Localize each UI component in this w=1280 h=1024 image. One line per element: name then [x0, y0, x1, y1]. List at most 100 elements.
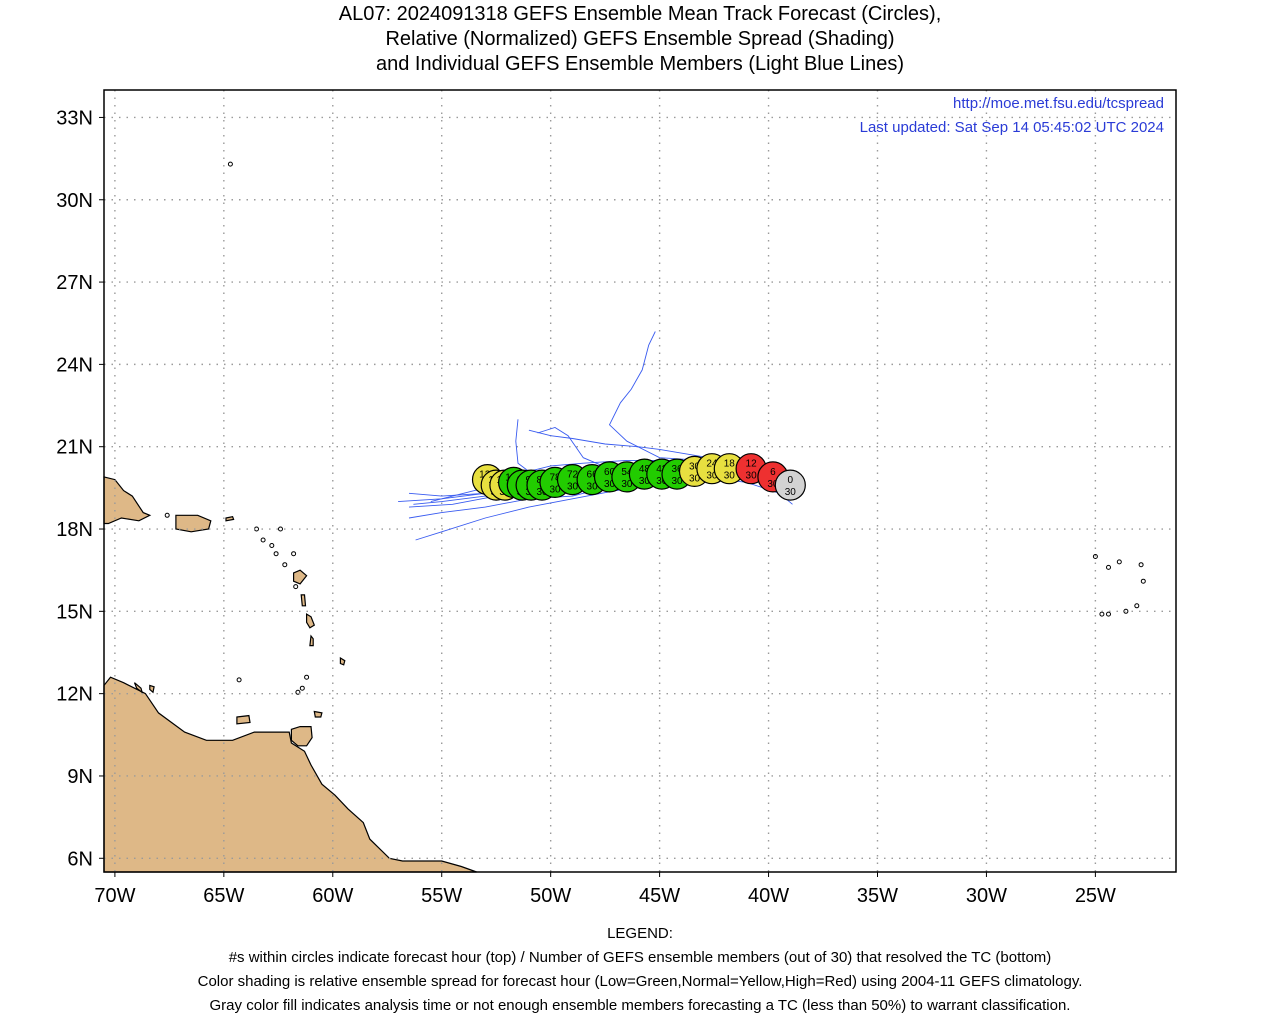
member-count-label: 30 — [639, 476, 651, 487]
member-count-label: 30 — [621, 479, 633, 490]
title-line-2: Relative (Normalized) GEFS Ensemble Spre… — [385, 28, 895, 50]
small-island — [304, 674, 310, 680]
small-island — [293, 584, 299, 590]
barbados-land — [339, 656, 346, 666]
member-count-label: 30 — [724, 471, 736, 482]
virgin-islands-land — [225, 516, 235, 522]
map-frame — [103, 89, 1177, 873]
forecast-circle-0: 030 — [774, 469, 806, 501]
title-line-3: and Individual GEFS Ensemble Members (Li… — [375, 53, 905, 75]
lon-tick-label: 35W — [857, 885, 898, 907]
member-count-label: 30 — [587, 482, 599, 493]
tobago-land — [313, 710, 323, 718]
lat-tick-label: 33N — [56, 107, 93, 129]
lon-tick-label: 45W — [639, 885, 680, 907]
forecast-hour-label: 60 — [604, 467, 616, 478]
forecast-hour-label: 0 — [788, 475, 794, 486]
south-america-land — [103, 676, 477, 873]
lon-tick-label: 55W — [421, 885, 462, 907]
small-island — [227, 161, 233, 167]
legend-line-1: #s within circles indicate forecast hour… — [228, 949, 1052, 966]
member-count-label: 30 — [549, 484, 561, 495]
member-count-label: 30 — [656, 476, 668, 487]
member-count-label: 30 — [567, 482, 579, 493]
small-island — [1116, 559, 1122, 565]
lat-tick-label: 24N — [56, 354, 93, 376]
forecast-hour-label: 72 — [567, 470, 579, 481]
forecast-hour-label: 48 — [639, 464, 651, 475]
small-island — [1138, 562, 1144, 568]
dominica-land — [300, 594, 307, 607]
small-island — [1134, 603, 1140, 609]
lat-tick-label: 6N — [67, 848, 93, 870]
small-island — [260, 537, 266, 543]
lat-tick-label: 9N — [67, 766, 93, 788]
land-masses — [103, 161, 1146, 873]
guadeloupe-land — [293, 569, 308, 585]
lat-tick-label: 18N — [56, 519, 93, 541]
lon-tick-label: 40W — [748, 885, 789, 907]
small-island — [1106, 611, 1111, 617]
small-island — [295, 689, 301, 695]
mean-track-circles: 1203011430108301023096309030843078307230… — [471, 453, 806, 501]
small-island — [299, 685, 305, 691]
forecast-circle-fill — [774, 469, 806, 501]
forecast-hour-label: 24 — [706, 459, 718, 470]
bonaire-land — [149, 684, 155, 694]
small-island — [236, 677, 242, 683]
member-count-label: 30 — [689, 473, 701, 484]
small-island — [273, 551, 279, 557]
forecast-hour-label: 6 — [770, 467, 776, 478]
forecast-hour-label: 54 — [621, 467, 633, 478]
lon-tick-label: 60W — [312, 885, 353, 907]
small-island — [291, 551, 297, 557]
member-count-label: 30 — [785, 487, 797, 498]
small-island — [282, 562, 288, 568]
member-count-label: 30 — [604, 479, 616, 490]
forecast-hour-label: 30 — [689, 461, 701, 472]
forecast-hour-label: 78 — [549, 472, 561, 483]
axis-ticks: 70W 65W 60W 55W 50W 45W 40W 35W 30W 25W 33N 30N 27N 2… — [56, 107, 1116, 907]
forecast-hour-label: 12 — [746, 459, 758, 470]
st-lucia-land — [309, 634, 314, 647]
small-island — [164, 512, 170, 518]
legend-heading: LEGEND: — [607, 925, 673, 942]
lon-tick-label: 25W — [1075, 885, 1116, 907]
trinidad-land — [290, 726, 313, 747]
small-island — [1099, 611, 1105, 617]
lon-tick-label: 65W — [203, 885, 244, 907]
legend-line-3: Gray color fill indicates analysis time … — [209, 997, 1071, 1014]
puerto-rico-land — [175, 514, 212, 533]
lat-tick-label: 27N — [56, 272, 93, 294]
ensemble-member-tracks — [398, 331, 793, 541]
forecast-hour-label: 36 — [671, 464, 683, 475]
small-island — [1123, 608, 1129, 614]
member-count-label: 30 — [767, 479, 779, 490]
small-island — [278, 526, 283, 532]
forecast-hour-label: 18 — [724, 459, 736, 470]
member-count-label: 30 — [536, 487, 548, 498]
last-updated-text: Last updated: Sat Sep 14 05:45:02 UTC 20… — [860, 119, 1164, 136]
lon-tick-label: 30W — [966, 885, 1007, 907]
lat-tick-label: 15N — [56, 601, 93, 623]
member-count-label: 30 — [706, 471, 718, 482]
small-island — [1140, 578, 1146, 584]
forecast-hour-label: 66 — [587, 470, 599, 481]
title-line-1: AL07: 2024091318 GEFS Ensemble Mean Trac… — [338, 3, 942, 25]
margarita-land — [236, 714, 251, 725]
forecast-hour-label: 42 — [656, 464, 668, 475]
lat-tick-label: 12N — [56, 684, 93, 706]
hispaniola-land — [103, 476, 152, 525]
small-island — [269, 543, 275, 548]
martinique-land — [306, 613, 316, 629]
lon-tick-label: 70W — [94, 885, 135, 907]
source-url: http://moe.met.fsu.edu/tcspread — [953, 95, 1164, 112]
small-island — [1092, 554, 1098, 559]
legend-line-2: Color shading is relative ensemble sprea… — [197, 973, 1083, 990]
lat-tick-label: 30N — [56, 190, 93, 212]
lon-tick-label: 50W — [530, 885, 571, 907]
small-island — [1106, 564, 1111, 570]
member-count-label: 30 — [746, 471, 758, 482]
member-count-label: 30 — [671, 476, 683, 487]
